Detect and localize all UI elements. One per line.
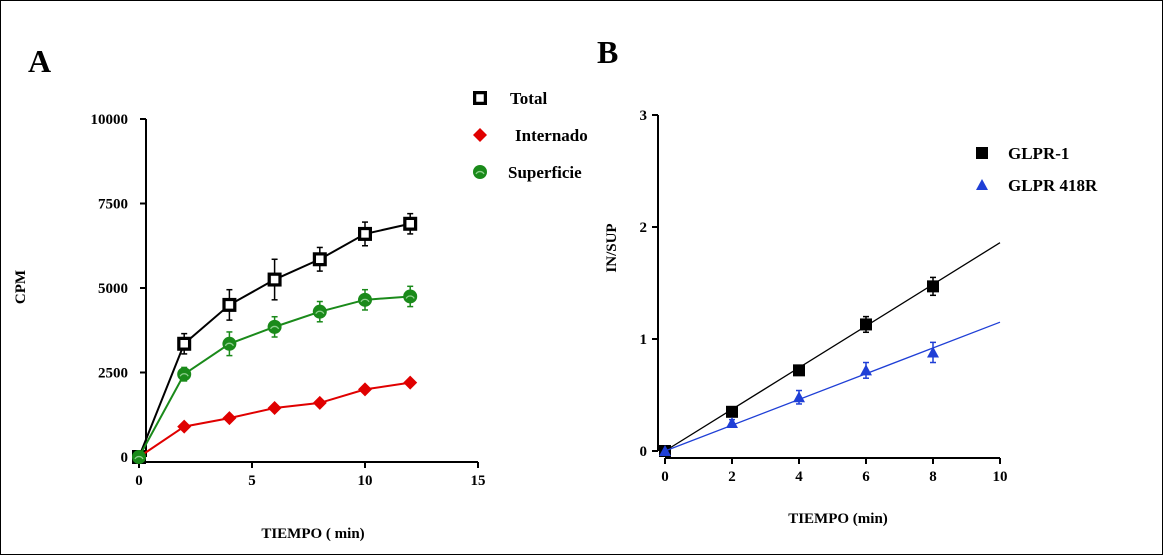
chart-b-series-glpr-418r-legend-label: GLPR 418R bbox=[1008, 176, 1098, 195]
chart-a-series-superficie-legend-label: Superficie bbox=[508, 163, 582, 182]
chart-a-series-internado-point-3 bbox=[267, 400, 282, 415]
chart-a-series-internado-legend-label: Internado bbox=[515, 126, 588, 145]
chart-a-x-tick-label-2: 10 bbox=[358, 473, 373, 489]
chart-a-x-tick-label-1: 5 bbox=[248, 473, 256, 489]
chart-a-series-superficie-point-4-shine bbox=[315, 310, 325, 315]
chart-a: 0 2500 5000 7500 10000 0 5 10 15 Total Internado Su… bbox=[91, 89, 588, 489]
chart-b-series-glpr-418r-point-1 bbox=[726, 417, 738, 428]
chart-a-series-internado-point-1 bbox=[177, 419, 192, 434]
chart-b-x-tick-label-1: 2 bbox=[728, 469, 736, 485]
chart-b-y-tick-label-3: 3 bbox=[640, 108, 648, 124]
chart-b-y-tick-label-1: 1 bbox=[640, 332, 648, 348]
chart-a-ylabel: CPM bbox=[13, 270, 29, 304]
chart-b-series-glpr-1-point-3 bbox=[860, 318, 872, 331]
chart-a-series-total-legend-label: Total bbox=[510, 89, 547, 108]
chart-a-series-total-point-6-inner bbox=[406, 220, 414, 228]
chart-b-series-glpr-418r-point-4 bbox=[927, 346, 939, 358]
chart-a-y-tick-label-3: 7500 bbox=[98, 197, 128, 213]
chart-b-xlabel: TIEMPO (min) bbox=[788, 511, 888, 527]
panel-letter-a: A bbox=[28, 43, 51, 79]
chart-a-y-tick-label-4: 10000 bbox=[91, 112, 129, 128]
chart-b-y-tick-label-0: 0 bbox=[640, 444, 648, 460]
chart-b-x-tick-label-5: 10 bbox=[993, 469, 1008, 485]
chart-a-series-internado-point-5 bbox=[358, 382, 372, 397]
chart-b-x-tick-label-0: 0 bbox=[661, 469, 669, 485]
chart-b-ylabel: IN/SUP bbox=[604, 223, 620, 272]
chart-b-series-glpr-418r-point-3 bbox=[860, 364, 872, 376]
chart-b-y-tick-label-2: 2 bbox=[640, 220, 648, 236]
chart-b-series-glpr-418r-legend-marker bbox=[976, 179, 988, 190]
chart-b-series-glpr-1-point-4 bbox=[927, 280, 939, 293]
chart-b-x-tick-label-3: 6 bbox=[862, 469, 870, 485]
chart-b-series-glpr-1-legend-marker bbox=[976, 147, 988, 159]
chart-b: 0 1 2 3 0 2 4 6 8 10 GLPR-1 GLPR 418R bbox=[640, 108, 1098, 485]
chart-a-x-tick-label-3: 15 bbox=[471, 473, 486, 489]
chart-b-series-glpr-1-fit-line bbox=[664, 242, 1001, 452]
chart-a-x-tick-label-0: 0 bbox=[135, 473, 143, 489]
chart-b-series-glpr-1-legend-label: GLPR-1 bbox=[1008, 144, 1069, 163]
chart-a-series-total-point-1-inner bbox=[180, 340, 188, 348]
chart-a-series-superficie-point-3-shine bbox=[270, 325, 280, 330]
chart-a-series-superficie-legend-marker-shine bbox=[475, 170, 485, 175]
chart-a-series-internado-line bbox=[138, 381, 411, 458]
chart-a-series-internado-point-6 bbox=[403, 375, 418, 390]
chart-b-series-glpr-1-point-1 bbox=[726, 405, 738, 418]
chart-a-series-superficie-point-0-shine bbox=[134, 455, 144, 460]
chart-a-series-total-point-2-inner bbox=[225, 301, 234, 309]
chart-a-series-internado-point-2 bbox=[222, 411, 237, 426]
chart-a-series-total-legend-marker-inner bbox=[476, 94, 484, 102]
chart-b-series-glpr-418r-point-0 bbox=[659, 445, 671, 456]
chart-a-xlabel: TIEMPO ( min) bbox=[261, 526, 364, 542]
chart-a-y-tick-label-2: 5000 bbox=[98, 281, 128, 297]
chart-b-series-glpr-1-point-2 bbox=[793, 364, 805, 377]
chart-a-series-internado-point-4 bbox=[312, 395, 327, 410]
chart-a-series-total-point-3-inner bbox=[270, 275, 279, 284]
chart-a-series-superficie-point-6-shine bbox=[405, 295, 415, 299]
chart-a-series-total-point-5-inner bbox=[361, 230, 369, 238]
chart-b-x-tick-label-4: 8 bbox=[929, 469, 937, 485]
chart-a-y-tick-label-1: 2500 bbox=[98, 366, 128, 382]
chart-b-series-glpr-418r-fit-line bbox=[664, 321, 1001, 452]
chart-a-series-superficie-point-5-shine bbox=[360, 298, 370, 303]
chart-a-y-tick-label-0: 0 bbox=[121, 450, 129, 466]
chart-a-series-superficie-point-1-shine bbox=[179, 373, 189, 377]
chart-a-series-superficie-point-2-shine bbox=[224, 342, 234, 347]
chart-b-x-tick-label-2: 4 bbox=[795, 469, 803, 485]
chart-a-series-total-point-4-inner bbox=[316, 255, 324, 264]
chart-a-series-internado-legend-marker bbox=[473, 128, 487, 142]
panel-letter-b: B bbox=[597, 34, 618, 70]
chart-b-series-glpr-418r-point-2 bbox=[793, 391, 805, 403]
